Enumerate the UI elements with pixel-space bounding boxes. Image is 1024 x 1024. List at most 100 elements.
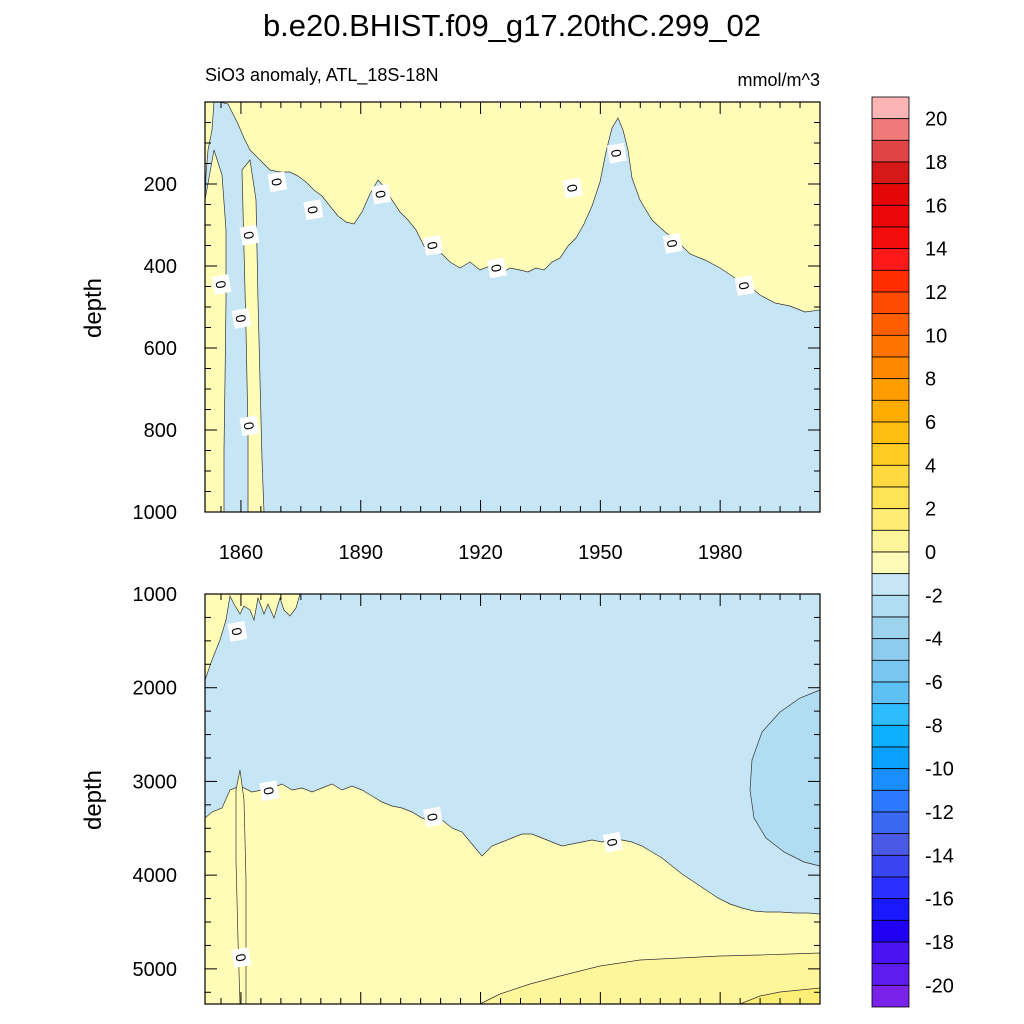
colorbar-segment <box>871 118 910 141</box>
lower-ylabel: depth <box>80 770 107 830</box>
contour-label-text: 0 <box>736 280 753 291</box>
contour-label: 0 <box>267 171 288 193</box>
contour-label: 0 <box>562 177 583 199</box>
contour-label-text: 0 <box>604 837 621 848</box>
contour-label-box <box>734 275 755 296</box>
colorbar-label: -4 <box>925 629 943 651</box>
contour-label-box <box>662 233 683 254</box>
contour-label-box <box>423 235 444 256</box>
y-tick-label: 1000 <box>133 502 178 524</box>
contour-label-box <box>371 183 392 205</box>
variable-label: SiO3 anomaly, ATL_18S-18N <box>205 65 438 86</box>
colorbar: 20181614121086420-2-4-6-8-10-12-14-16-18… <box>871 96 954 1008</box>
colorbar-segment <box>871 204 910 228</box>
contour-label: 0 <box>423 806 444 828</box>
colorbar-segment <box>871 638 910 661</box>
contour-label-text: 0 <box>564 183 581 194</box>
contour-label-box <box>259 780 280 802</box>
colorbar-segment <box>871 269 910 293</box>
colorbar-segment <box>871 356 910 380</box>
contour-label-box <box>423 806 444 828</box>
colorbar-segment <box>871 941 910 965</box>
colorbar-segment <box>871 421 910 445</box>
contour-label: 0 <box>662 233 683 254</box>
colorbar-label: 8 <box>925 369 936 391</box>
y-tick-label: 400 <box>144 256 177 278</box>
colorbar-segment <box>871 724 910 748</box>
colorbar-segment <box>871 378 910 401</box>
y-tick-label: 1000 <box>133 584 178 606</box>
lower-panel: 0 0 0 0 0 depth 1000 2000 3000 4000 5000 <box>80 584 821 1005</box>
upper-x-ticks: 1860 1890 1920 1950 1980 <box>219 102 821 564</box>
x-tick-label: 1920 <box>458 542 503 564</box>
contour-label: 0 <box>231 308 252 329</box>
colorbar-segment <box>871 443 910 466</box>
colorbar-segment <box>871 681 910 705</box>
colorbar-segment <box>871 291 910 315</box>
contour-label-text: 0 <box>232 952 249 963</box>
colorbar-segment <box>871 248 910 271</box>
contour-label: 0 <box>239 415 260 437</box>
colorbar-label: -14 <box>925 845 954 867</box>
colorbar-label: -18 <box>925 932 954 954</box>
contour-label: 0 <box>227 621 248 642</box>
colorbar-label: 4 <box>925 455 936 477</box>
x-tick-label: 1980 <box>698 542 743 564</box>
colorbar-segment <box>871 96 910 120</box>
colorbar-segment <box>871 703 910 726</box>
y-tick-label: 200 <box>144 174 177 196</box>
colorbar-label: -8 <box>925 715 943 737</box>
colorbar-label: -12 <box>925 802 954 824</box>
colorbar-segment <box>871 963 910 986</box>
y-tick-label: 3000 <box>133 771 178 793</box>
colorbar-label: 16 <box>925 195 947 217</box>
colorbar-label: -6 <box>925 672 943 694</box>
colorbar-segment <box>871 616 910 640</box>
colorbar-segment <box>871 573 910 596</box>
colorbar-segment <box>871 789 910 813</box>
colorbar-segment <box>871 876 910 900</box>
units-label: mmol/m^3 <box>738 70 820 90</box>
colorbar-label: 18 <box>925 152 947 174</box>
colorbar-segment <box>871 811 910 835</box>
colorbar-segment <box>871 464 910 488</box>
contour-label-text: 0 <box>228 626 245 637</box>
contour-label: 0 <box>606 142 627 164</box>
contour-label-text: 0 <box>608 148 625 159</box>
contour-label-box <box>562 177 583 199</box>
upper-y-ticks: 200 400 600 800 1000 <box>133 101 820 524</box>
y-tick-label: 5000 <box>133 959 178 981</box>
colorbar-label: -2 <box>925 585 943 607</box>
x-tick-label: 1950 <box>578 542 623 564</box>
colorbar-segment <box>871 768 910 791</box>
upper-panel: 0 0 0 0 0 0 0 0 0 0 0 0 0 depth 200 400 600 800 1000 186… <box>80 101 821 564</box>
colorbar-segment <box>871 161 910 185</box>
contour-label-text: 0 <box>240 230 257 241</box>
contour-label-box <box>267 171 288 193</box>
contour-label-text: 0 <box>424 240 441 251</box>
upper-ylabel: depth <box>80 278 107 338</box>
contour-label-box <box>487 257 507 279</box>
colorbar-segment <box>871 183 910 206</box>
colorbar-label: 0 <box>925 542 936 564</box>
contour-label-box <box>606 142 627 164</box>
contour-label-box <box>239 415 260 437</box>
colorbar-label: -10 <box>925 759 954 781</box>
colorbar-label: 12 <box>925 282 947 304</box>
contour-label-text: 0 <box>232 313 249 324</box>
colorbar-segment <box>871 529 910 553</box>
contour-label-box <box>602 831 623 853</box>
colorbar-segment <box>871 833 910 856</box>
contour-label-text: 0 <box>424 812 441 823</box>
contour-label-text: 0 <box>212 279 229 290</box>
colorbar-segment <box>871 551 910 575</box>
contour-label-box <box>231 947 252 968</box>
contour-label-box <box>211 274 232 295</box>
y-tick-label: 2000 <box>133 678 178 700</box>
colorbar-segment <box>871 854 910 878</box>
colorbar-segment <box>871 486 910 510</box>
colorbar-label: 20 <box>925 109 947 131</box>
lower-panel-frame <box>204 593 821 1005</box>
colorbar-label: -20 <box>925 975 954 997</box>
